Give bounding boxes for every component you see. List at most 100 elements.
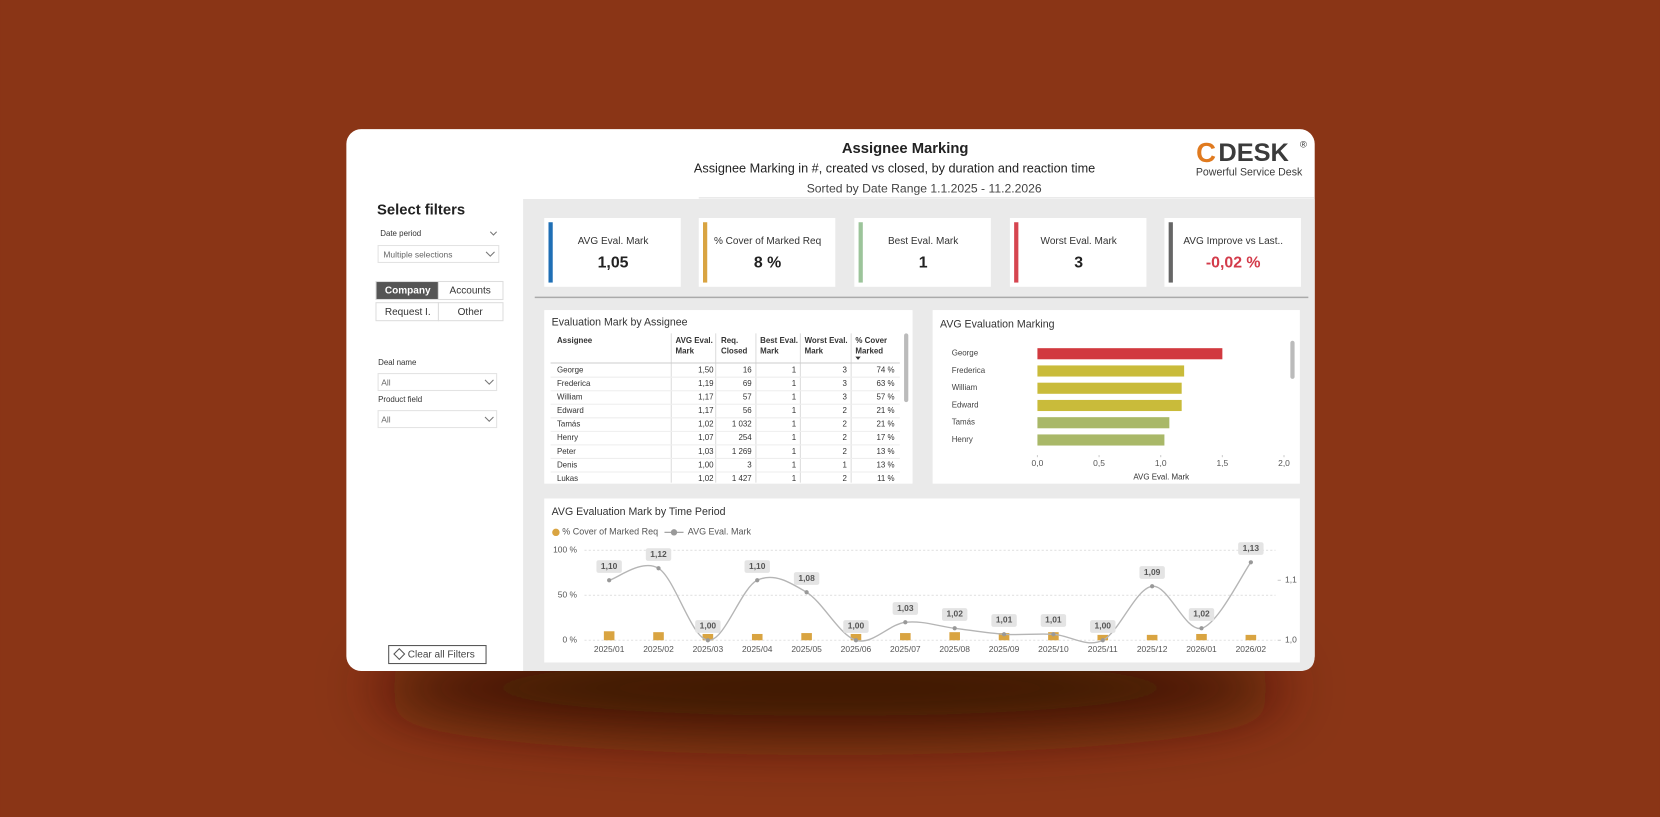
data-label-box (1040, 614, 1067, 627)
table-cell: George (557, 365, 584, 374)
data-label-box (1139, 566, 1165, 579)
line-point (607, 578, 612, 583)
eraser-icon (393, 647, 406, 661)
filter-label: Product field (378, 395, 422, 404)
bar (1245, 634, 1257, 641)
line-point (1248, 560, 1253, 565)
table-cell: 2 (843, 447, 847, 456)
line-point (1150, 584, 1155, 589)
filter-label: Deal name (378, 358, 417, 367)
kpi-card (1009, 218, 1147, 287)
table-cell: Edward (557, 406, 584, 415)
deal-dropdown[interactable] (377, 373, 498, 392)
kpi-accent (858, 222, 863, 283)
table-cell: 2 (843, 420, 847, 429)
table-cell: 3 (747, 460, 752, 469)
table-cell: 56 (743, 406, 752, 415)
table-cell: 57 (743, 393, 752, 402)
chevron (484, 379, 494, 385)
table-cell: 69 (743, 379, 752, 388)
column-header: % Cover (855, 336, 887, 345)
line-point (1199, 626, 1204, 631)
dropdown-value: Multiple selections (383, 249, 452, 259)
table-cell: 17 % (876, 433, 894, 442)
table-cell: Tamás (557, 420, 580, 429)
data-label: 1,13 (1243, 543, 1260, 553)
y-tick-label: Tamás (952, 418, 975, 427)
scrollbar (904, 333, 909, 403)
data-label-box (695, 620, 721, 633)
data-label: 1,00 (1095, 621, 1112, 631)
kpi-value: 3 (1074, 255, 1083, 272)
bar (1097, 634, 1109, 641)
kpi-label: Best Eval. Mark (888, 236, 959, 247)
y-tick-label: Henry (952, 435, 973, 444)
x-tick-label: 2026/02 (1236, 644, 1267, 654)
column-header: Best Eval. (760, 336, 798, 345)
column-header: Worst Eval. (805, 336, 848, 345)
kpi-row: AVG Eval. Mark 1,05 % Cover of Marked Req 8… (544, 218, 1301, 287)
table-cell: 1 (792, 474, 797, 483)
kpi-value: 1 (919, 255, 928, 272)
bar (1037, 417, 1170, 429)
table-cell: 1 (792, 379, 797, 388)
tab-group: Company Accounts Request I. Other (375, 280, 504, 322)
data-label-box (1188, 608, 1215, 621)
column-header: AVG Eval. (675, 336, 712, 345)
combo-chart-panel (544, 498, 1300, 663)
table-cell: Denis (557, 460, 577, 469)
column-header: Mark (805, 346, 824, 355)
data-label-box (991, 614, 1017, 627)
kpi-accent (703, 222, 708, 283)
line-point (656, 566, 661, 571)
bar-chart: 0,0 0,5 1,0 1,5 2,0 George Frederica William Edw… (952, 348, 1290, 468)
table-cell: 1 269 (732, 447, 752, 456)
x-tick-label: 2025/09 (989, 644, 1020, 654)
logo-reg: ® (1300, 140, 1307, 151)
y-tick-label: William (952, 383, 978, 392)
product-dropdown[interactable] (377, 410, 498, 429)
table-cell: 1 427 (732, 474, 752, 483)
data-label: 1,10 (749, 561, 766, 571)
table-cell: 2 (843, 474, 847, 483)
x-tick-label: 2025/06 (841, 644, 872, 654)
table-cell: 74 % (876, 365, 894, 374)
table-cell: 2 (843, 433, 847, 442)
data-label-box (744, 560, 770, 573)
filter-tab-label: Company (385, 286, 431, 297)
data-label: 1,10 (601, 561, 618, 571)
filter-tab-label: Other (458, 307, 484, 318)
bar (1037, 348, 1223, 360)
logo-desk: DESK (1218, 139, 1289, 167)
table-cell: 21 % (876, 406, 894, 415)
clear-filters-button[interactable] (388, 645, 487, 665)
x-tick-label: 2026/01 (1186, 644, 1217, 654)
data-label-box (892, 602, 919, 615)
combo-chart: 0 % 50 % 100 % 1,0 1,1 2025/01 2025/02 2025/03 2… (552, 527, 1297, 654)
data-label-box (1090, 620, 1116, 633)
bar (949, 632, 960, 641)
x-tick-label: 2025/05 (791, 644, 822, 654)
table-cell: 63 % (876, 379, 894, 388)
y2-tick-label: 1,0 (1285, 634, 1297, 644)
x-tick-label: 0,5 (1093, 458, 1105, 468)
table-cell: 1 (792, 460, 797, 469)
x-tick-label: 2025/03 (693, 644, 724, 654)
chevron (489, 231, 498, 236)
line-point (1001, 632, 1007, 637)
table-cell: Henry (557, 433, 578, 442)
chart-title: AVG Evaluation Mark by Time Period (552, 506, 726, 518)
data-label-box (793, 572, 820, 585)
filter-tab[interactable] (437, 280, 504, 301)
line-point (705, 638, 710, 643)
subtitle: Assignee Marking in #, created vs closed… (694, 162, 1095, 176)
table-cell: 2 (843, 406, 847, 415)
table-cell: William (557, 393, 583, 402)
filter-tab[interactable] (437, 302, 504, 322)
kpi-card (854, 218, 991, 287)
bar (751, 633, 763, 641)
title: Assignee Marking (842, 141, 969, 157)
date-dropdown[interactable] (377, 244, 500, 263)
data-label-box (645, 548, 672, 561)
table-cell: Peter (557, 447, 576, 456)
